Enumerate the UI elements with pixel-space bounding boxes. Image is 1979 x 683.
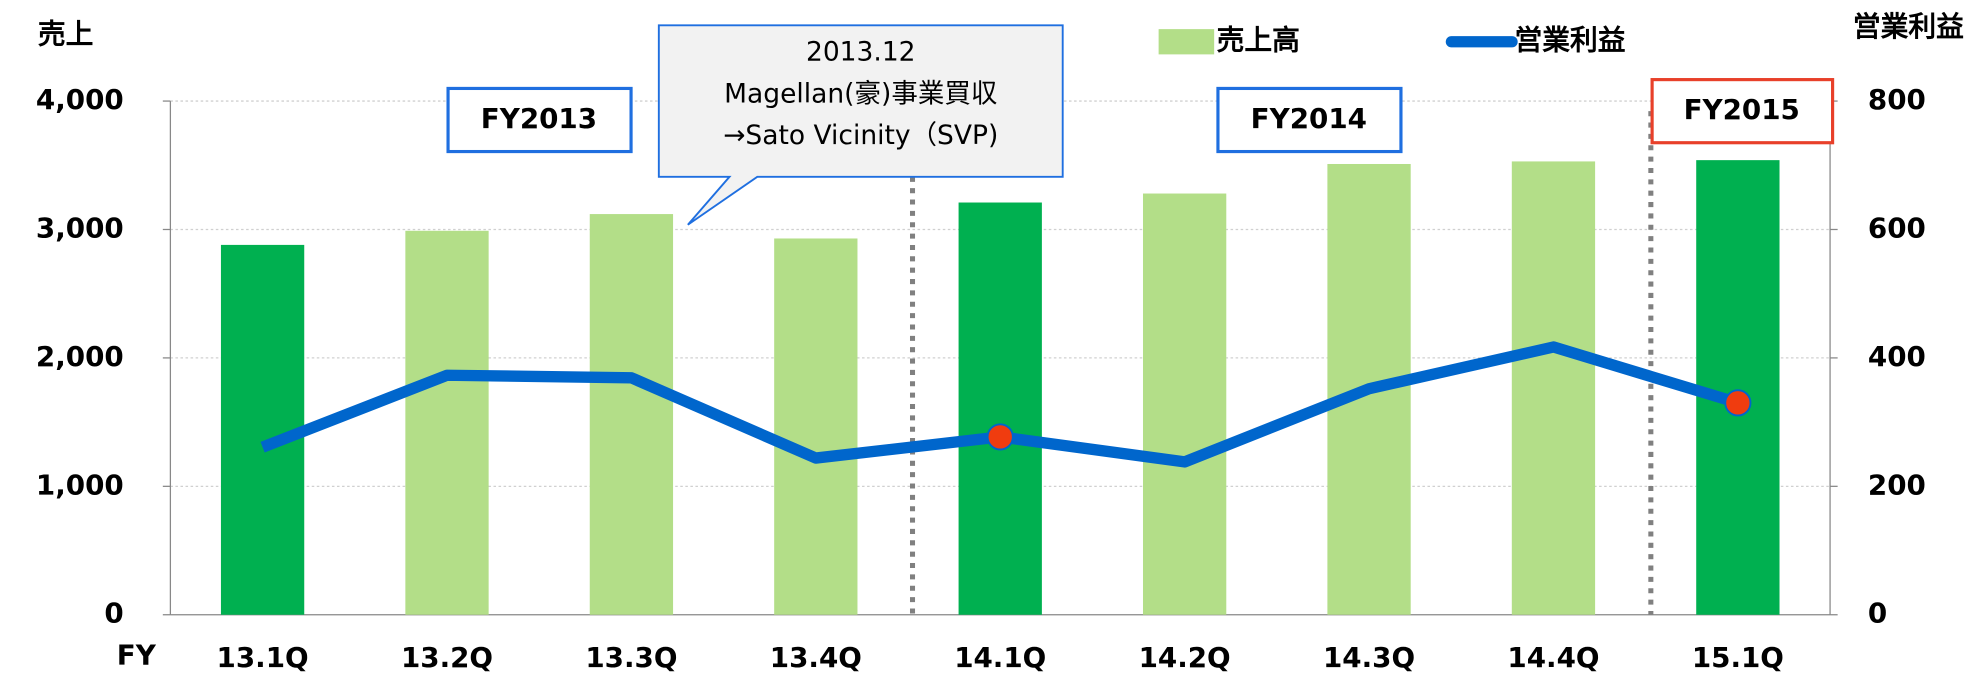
x-tick-label: 14.1Q bbox=[954, 641, 1046, 674]
bar bbox=[1696, 160, 1780, 615]
y2-tick-label: 400 bbox=[1868, 340, 1926, 373]
bar bbox=[774, 238, 858, 615]
x-tick-label: 13.4Q bbox=[770, 641, 862, 674]
bar bbox=[1142, 193, 1227, 615]
legend-swatch bbox=[1158, 29, 1215, 55]
y2-tick-label: 600 bbox=[1868, 211, 1926, 244]
x-tick-label: 13.1Q bbox=[217, 641, 309, 674]
y-axis-title: 売上 bbox=[38, 17, 94, 50]
x-tick-label: 14.3Q bbox=[1323, 641, 1415, 674]
x-tick-label: 13.3Q bbox=[585, 641, 677, 674]
y2-tick-label: 800 bbox=[1868, 83, 1926, 116]
legend: 売上高 営業利益 bbox=[1158, 24, 1626, 57]
y-tick-label: 4,000 bbox=[36, 83, 124, 116]
bar bbox=[405, 230, 489, 615]
x-tick-label: 14.2Q bbox=[1139, 641, 1231, 674]
x-axis-title: FY bbox=[117, 638, 157, 671]
callout-text: Magellan(豪)事業買収 bbox=[724, 78, 997, 109]
bar bbox=[589, 214, 674, 615]
y2-tick-label: 200 bbox=[1868, 468, 1926, 501]
callout-text: 2013.12 bbox=[806, 37, 916, 68]
y-tick-label: 0 bbox=[104, 597, 123, 630]
annotation-box bbox=[1650, 78, 1835, 145]
x-tick-label: 13.2Q bbox=[401, 641, 493, 674]
x-tick-label: 14.4Q bbox=[1507, 641, 1599, 674]
annotation: FY2014 bbox=[1251, 102, 1367, 135]
y-tick-label: 3,000 bbox=[36, 211, 124, 244]
bar bbox=[1511, 161, 1596, 615]
legend-label: 売上高 bbox=[1217, 24, 1300, 57]
x-tick-label: 15.1Q bbox=[1692, 641, 1784, 674]
y2-axis-title: 営業利益 bbox=[1853, 10, 1964, 43]
line-layer bbox=[260, 341, 1752, 468]
annotation-box bbox=[446, 86, 633, 154]
y2-tick-label: 0 bbox=[1868, 597, 1887, 630]
bars bbox=[220, 160, 1780, 615]
y-tick-label: 1,000 bbox=[36, 468, 124, 501]
callout-text: →Sato Vicinity（SVP) bbox=[723, 120, 998, 151]
point-marker bbox=[986, 423, 1014, 451]
annotation: FY2013 bbox=[481, 102, 597, 135]
y-tick-label: 2,000 bbox=[36, 340, 124, 373]
bar bbox=[220, 244, 305, 615]
annotation-box bbox=[1216, 86, 1403, 154]
legend-label: 営業利益 bbox=[1515, 24, 1626, 57]
callout bbox=[657, 24, 1064, 226]
annotation: FY2015 bbox=[1684, 93, 1800, 126]
bar bbox=[958, 202, 1042, 615]
point-marker bbox=[1724, 389, 1752, 417]
